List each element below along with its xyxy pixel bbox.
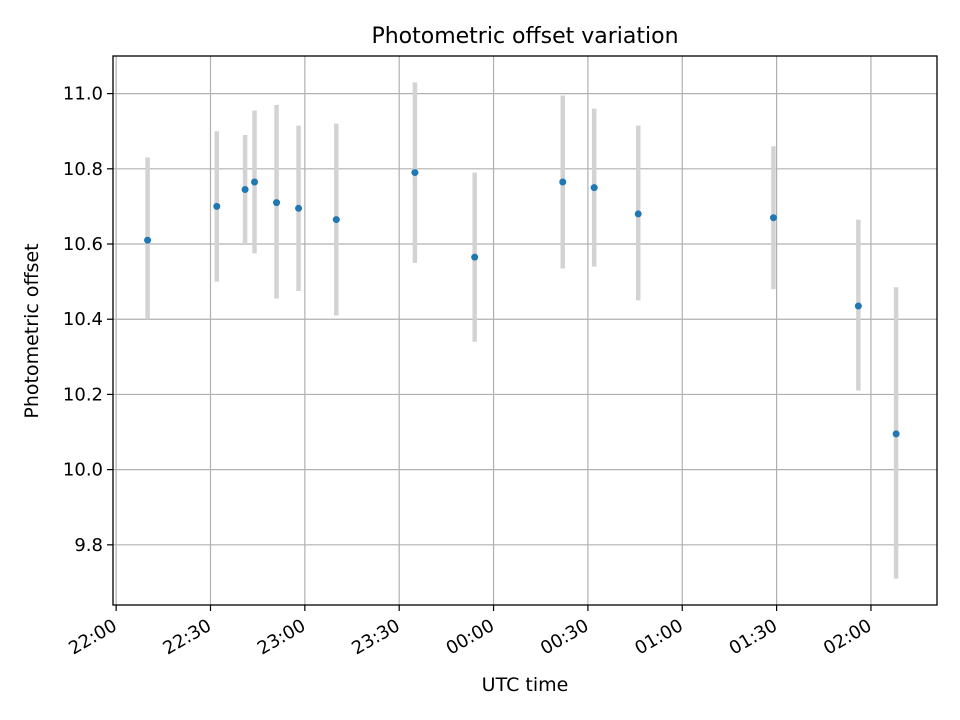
data-point [213, 202, 221, 210]
data-point [273, 199, 281, 207]
x-axis-label: UTC time [482, 674, 569, 696]
data-point [471, 253, 479, 261]
y-tick-label: 10.6 [63, 234, 103, 255]
y-axis: 9.8 10.0 10.2 10.4 10.6 10.8 11.0 [63, 84, 113, 556]
data-point [295, 204, 303, 212]
y-tick-label: 10.8 [63, 159, 103, 180]
data-point [892, 430, 900, 438]
y-tick-label: 11.0 [63, 84, 103, 105]
grid [113, 56, 937, 605]
y-axis-label: Photometric offset [21, 243, 43, 418]
data-point [144, 236, 152, 244]
data-point [411, 169, 419, 177]
y-tick-label: 10.0 [63, 460, 103, 481]
plot-area-frame [112, 55, 938, 606]
data-point [251, 178, 259, 186]
y-tick-label: 10.2 [63, 384, 103, 405]
data-points [144, 169, 900, 438]
y-tick-label: 9.8 [74, 535, 103, 556]
chart-title: Photometric offset variation [371, 24, 678, 49]
data-point [854, 302, 862, 310]
data-point [559, 178, 567, 186]
y-tick-label: 10.4 [63, 309, 103, 330]
data-point [241, 185, 249, 193]
data-point [590, 184, 598, 192]
data-point [769, 214, 777, 222]
data-point [634, 210, 642, 218]
data-point [332, 216, 340, 224]
